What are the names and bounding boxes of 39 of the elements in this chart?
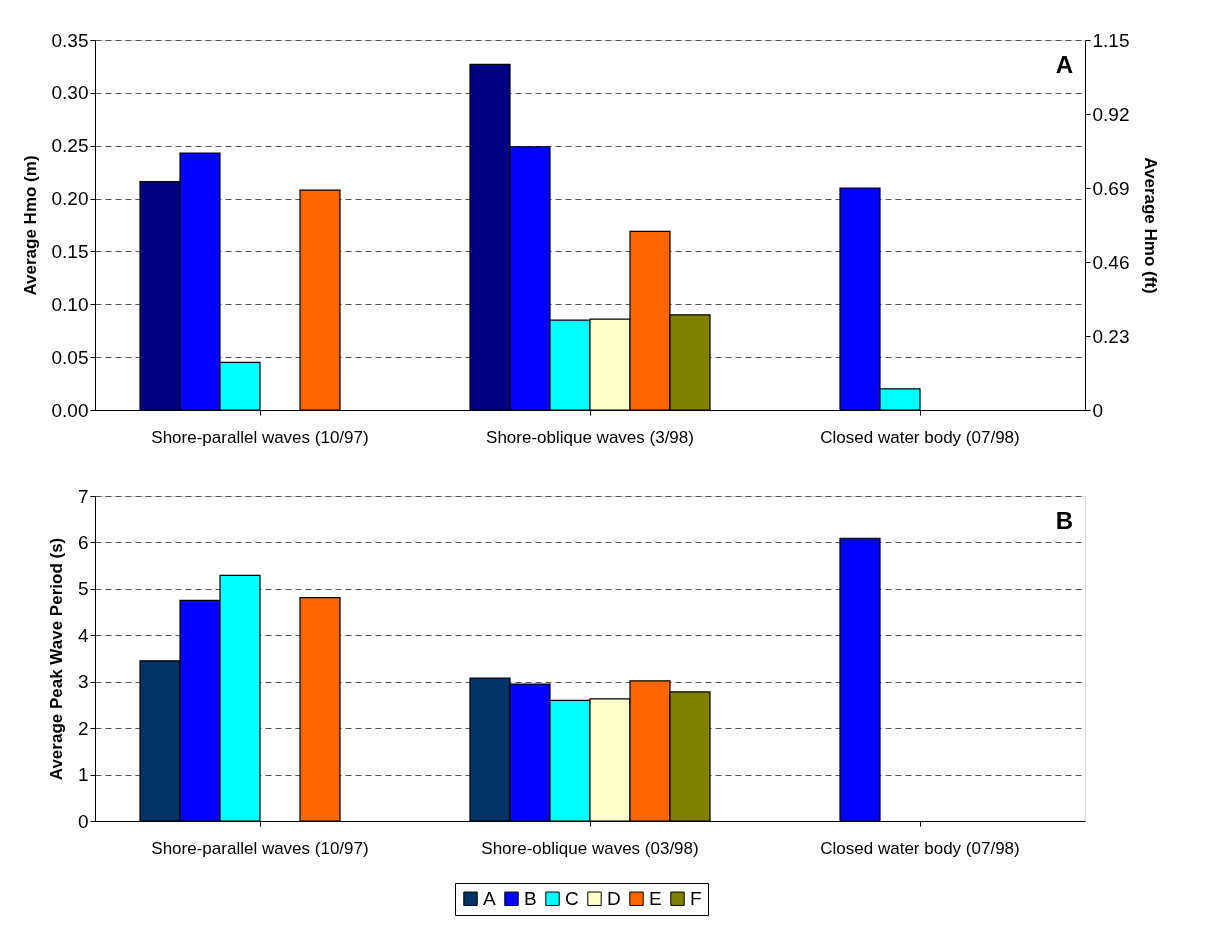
y2-tick-label: 0.23 [1092,325,1130,347]
y2-tick-label: 0.92 [1092,103,1130,125]
y-tick-label: 3 [77,671,89,693]
legend-label: B [524,887,537,909]
annotation: A [1055,51,1073,78]
y-tick-label: 2 [77,717,89,739]
legend-label: D [607,887,621,909]
y2-tick-label: 0.46 [1092,251,1130,273]
y-tick-label: 0 [77,810,89,832]
legend-label: E [649,887,662,909]
y-tick-label: 0.35 [51,29,89,51]
x-tick-label: Shore-parallel waves (10/97) [151,427,369,447]
y-tick-label: 0.05 [51,346,89,368]
x-tick-label: Closed water body (07/98) [820,838,1020,858]
y2-tick-label: 0 [1092,399,1104,421]
y2-axis-title: Average Hmo (ft) [1141,157,1161,294]
y-tick-label: 7 [77,485,89,507]
y-tick-label: 5 [77,578,89,600]
y-tick-label: 4 [77,624,89,646]
y-axis-title: Average Peak Wave Period (s) [46,537,66,781]
y-tick-label: 0.30 [51,82,89,104]
x-tick-label: Shore-parallel waves (10/97) [151,838,369,858]
x-tick-label: Closed water body (07/98) [820,427,1020,447]
x-tick-label: Shore-oblique waves (3/98) [486,427,694,447]
y-tick-label: 1 [77,764,89,786]
y-tick-label: 0.15 [51,240,89,262]
legend-label: F [690,887,702,909]
y2-tick-label: 0.69 [1092,177,1130,199]
y-tick-label: 0.20 [51,188,89,210]
y-tick-label: 0.25 [51,135,89,157]
legend-label: A [483,887,496,909]
x-tick-label: Shore-oblique waves (03/98) [481,838,699,858]
y-tick-label: 0.10 [51,293,89,315]
y-axis-title: Average Hmo (m) [20,155,40,296]
y2-tick-label: 1.15 [1092,29,1130,51]
annotation: B [1055,507,1073,534]
legend-label: C [565,887,579,909]
y-tick-label: 6 [77,531,89,553]
y-tick-label: 0.00 [51,399,89,421]
